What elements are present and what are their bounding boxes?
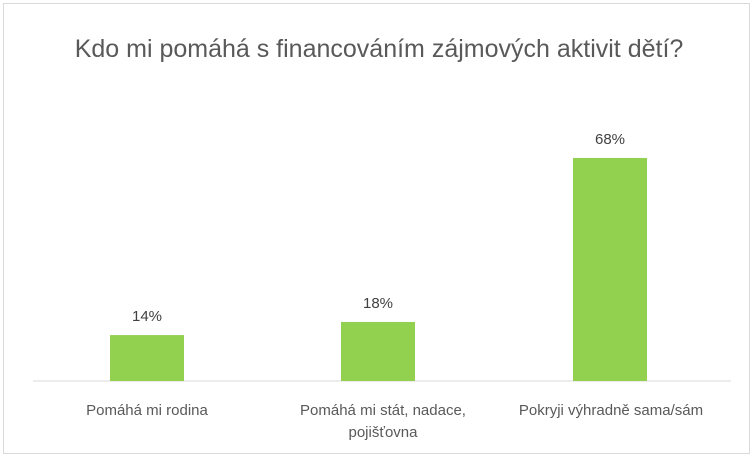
bar-0	[110, 335, 184, 381]
bar-1	[341, 321, 415, 381]
category-label-2: Pokryji výhradně sama/sám	[518, 402, 704, 419]
chart-container: Kdo mi pomáhá s financováním zájmových a…	[3, 3, 750, 454]
plot-area: 14% 18% 68%	[33, 131, 731, 382]
category-label-1: Pomáhá mi stát, nadace, pojišťovna	[300, 402, 466, 441]
data-label-1: 18%	[363, 295, 393, 312]
data-label-2: 68%	[595, 131, 625, 148]
category-label-0: Pomáhá mi rodina	[86, 402, 208, 419]
chart-title: Kdo mi pomáhá s financováním zájmových a…	[74, 35, 684, 63]
bar-2	[573, 157, 647, 381]
data-label-0: 14%	[132, 308, 162, 325]
